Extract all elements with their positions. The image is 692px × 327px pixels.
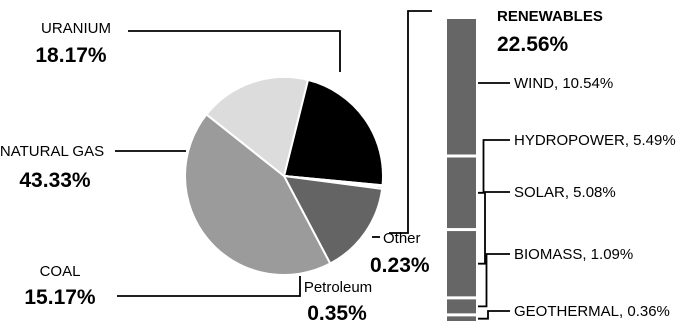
breakdown-label-wind: WIND, 10.54%: [514, 75, 613, 92]
labels: URANIUM 18.17% NATURAL GAS 43.33% COAL 15.17%…: [0, 8, 676, 325]
label-uranium: URANIUM: [41, 20, 111, 37]
value-petroleum: 0.35%: [307, 302, 367, 325]
label-petroleum: Petroleum: [304, 279, 372, 296]
label-other: Other: [383, 230, 421, 247]
bracket-solar: [478, 191, 510, 265]
breakdown-label-geothermal: GEOTHERMAL, 0.36%: [514, 303, 670, 320]
leader-uranium: [128, 30, 341, 72]
breakdown-label-biomass: BIOMASS, 1.09%: [514, 246, 633, 263]
bracket-geothermal: [478, 310, 510, 320]
renewables-breakdown-bar: [447, 19, 476, 321]
pie-slice-renewables: [282, 78, 384, 187]
bracket-biomass: [478, 253, 510, 308]
bar-segment-biomass: [447, 299, 476, 314]
label-renewables: RENEWABLES: [497, 8, 603, 25]
value-natural-gas: 43.33%: [19, 169, 91, 192]
bar-segment-geothermal: [447, 316, 476, 321]
leader-lines: [115, 10, 510, 320]
label-coal: COAL: [40, 263, 81, 280]
value-other: 0.23%: [370, 254, 430, 277]
label-natural-gas: NATURAL GAS: [0, 143, 104, 160]
bar-segment-hydropower: [447, 157, 476, 229]
value-uranium: 18.17%: [35, 44, 107, 67]
breakdown-label-hydropower: HYDROPOWER, 5.49%: [514, 132, 676, 149]
value-coal: 15.17%: [24, 286, 96, 309]
bracket-hydropower: [478, 139, 510, 194]
pie-slice-natural-gas: [183, 113, 332, 277]
bar-segment-solar: [447, 231, 476, 297]
leader-renewables: [389, 10, 432, 234]
breakdown-label-solar: SOLAR, 5.08%: [514, 184, 616, 201]
value-renewables: 22.56%: [497, 33, 569, 56]
pie: [183, 75, 384, 277]
leader-coal: [117, 276, 301, 297]
bar-segment-wind: [447, 19, 476, 155]
pie-slice-uranium: [205, 75, 310, 178]
pie-slice-coal: [282, 174, 384, 265]
